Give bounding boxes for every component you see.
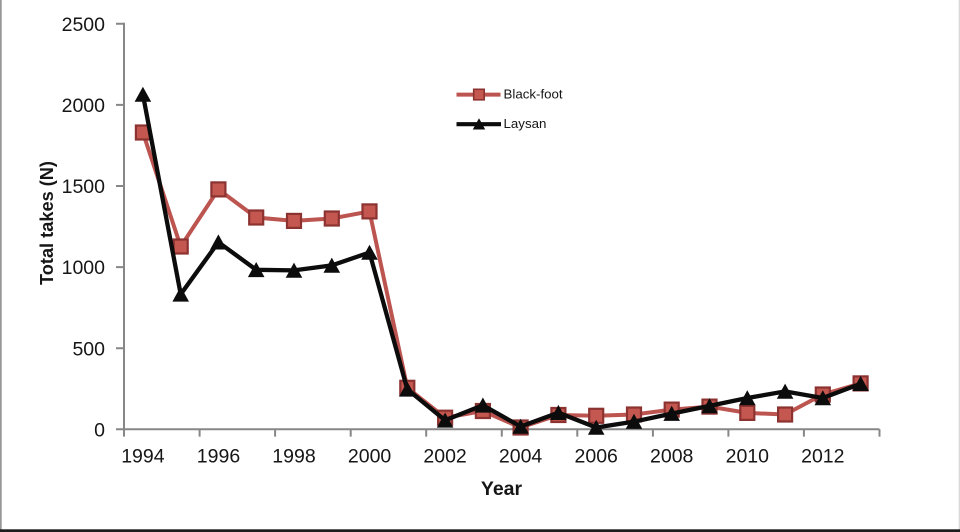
svg-text:2000: 2000	[62, 95, 106, 117]
svg-text:2500: 2500	[62, 14, 106, 36]
svg-text:Total takes (N): Total takes (N)	[37, 161, 57, 285]
svg-text:2008: 2008	[650, 446, 693, 468]
svg-text:2012: 2012	[801, 446, 844, 468]
svg-text:Black-foot: Black-foot	[504, 86, 563, 101]
svg-text:2010: 2010	[726, 446, 770, 468]
svg-text:500: 500	[72, 338, 105, 360]
svg-text:Laysan: Laysan	[504, 116, 547, 131]
svg-text:1996: 1996	[197, 446, 240, 468]
svg-text:2000: 2000	[348, 446, 392, 468]
svg-text:1998: 1998	[272, 446, 315, 468]
svg-text:1994: 1994	[121, 446, 165, 468]
svg-text:1500: 1500	[62, 176, 106, 198]
svg-text:0: 0	[94, 419, 105, 441]
svg-text:2002: 2002	[423, 446, 466, 468]
svg-text:2004: 2004	[499, 446, 543, 468]
svg-text:2006: 2006	[575, 446, 618, 468]
svg-text:1000: 1000	[62, 257, 106, 279]
svg-text:Year: Year	[481, 478, 523, 500]
